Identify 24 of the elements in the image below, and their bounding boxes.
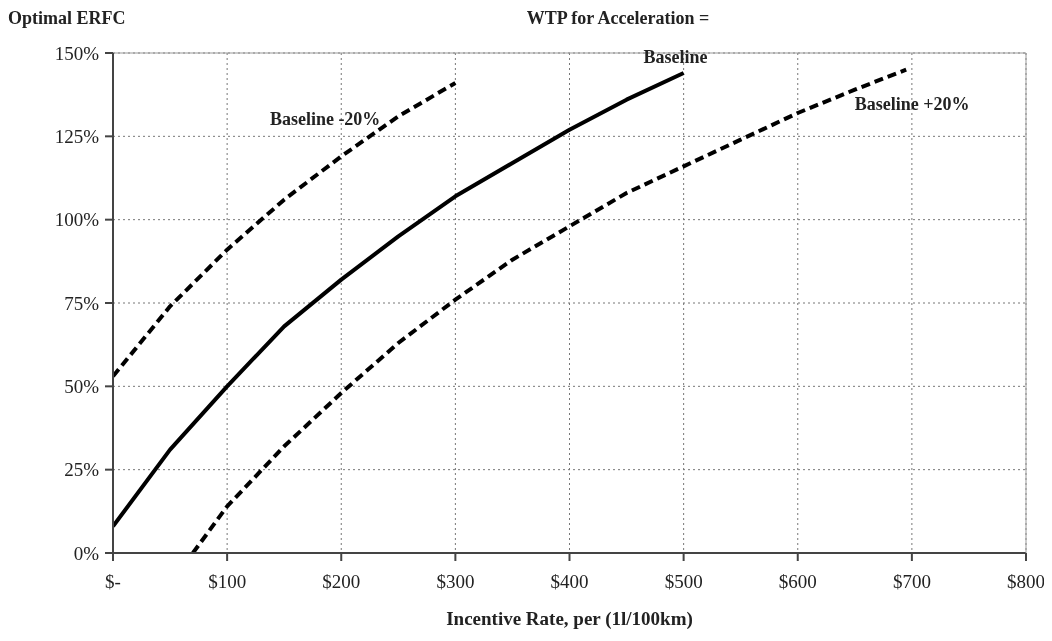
line-series [113,81,458,379]
x-axis-title: Incentive Rate, per (1l/100km) [446,608,693,630]
x-tick-label: $800 [1007,571,1045,593]
y-tick-label: 100% [54,209,100,231]
y-tick-label: 75% [64,292,100,314]
y-tick-label: 25% [64,459,100,481]
line-series [113,71,686,529]
series-label: Baseline +20% [854,93,970,114]
y-axis-title: Optimal ERFC [8,8,126,29]
x-tick-label: $700 [892,571,931,593]
series-label: Baseline [643,47,708,67]
x-tick-label: $600 [778,571,817,593]
y-tick-label: 125% [54,126,100,148]
x-tick-label: $300 [436,571,475,593]
x-tick-label: $200 [322,571,361,593]
x-tick-label: $500 [664,571,703,593]
x-tick-label: $- [105,571,121,593]
chart-title: WTP for Acceleration = [525,8,711,29]
series-label: Baseline -20% [269,109,381,129]
x-tick-label: $400 [550,571,589,593]
y-tick-label: 0% [73,542,100,564]
y-tick-label: 50% [64,376,100,398]
y-tick-label: 150% [54,42,100,64]
x-tick-label: $100 [208,571,247,593]
